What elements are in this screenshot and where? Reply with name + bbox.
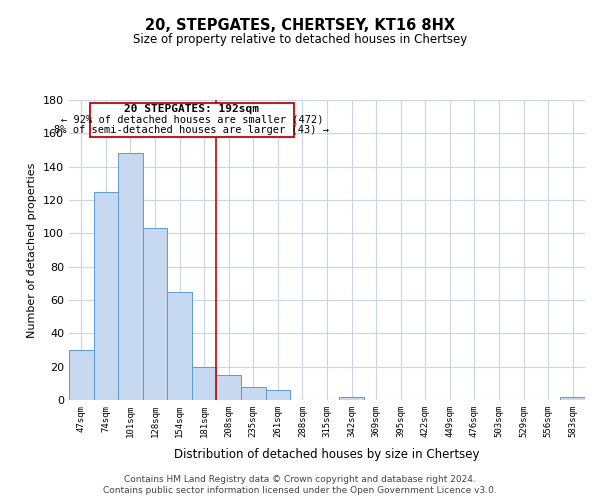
X-axis label: Distribution of detached houses by size in Chertsey: Distribution of detached houses by size …: [174, 448, 480, 461]
Bar: [560, 396, 585, 400]
Bar: [143, 228, 167, 400]
Bar: [266, 390, 290, 400]
Text: Size of property relative to detached houses in Chertsey: Size of property relative to detached ho…: [133, 32, 467, 46]
Text: 20, STEPGATES, CHERTSEY, KT16 8HX: 20, STEPGATES, CHERTSEY, KT16 8HX: [145, 18, 455, 32]
Bar: [94, 192, 118, 400]
Bar: [167, 292, 192, 400]
Bar: [192, 366, 217, 400]
Bar: [241, 386, 266, 400]
Bar: [339, 396, 364, 400]
FancyBboxPatch shape: [90, 104, 294, 136]
Bar: [118, 154, 143, 400]
Text: 20 STEPGATES: 192sqm: 20 STEPGATES: 192sqm: [124, 104, 259, 114]
Text: Contains public sector information licensed under the Open Government Licence v3: Contains public sector information licen…: [103, 486, 497, 495]
Text: Contains HM Land Registry data © Crown copyright and database right 2024.: Contains HM Land Registry data © Crown c…: [124, 475, 476, 484]
Bar: [69, 350, 94, 400]
Y-axis label: Number of detached properties: Number of detached properties: [28, 162, 37, 338]
Text: ← 92% of detached houses are smaller (472): ← 92% of detached houses are smaller (47…: [61, 115, 323, 125]
Text: 8% of semi-detached houses are larger (43) →: 8% of semi-detached houses are larger (4…: [55, 125, 329, 135]
Bar: [217, 375, 241, 400]
